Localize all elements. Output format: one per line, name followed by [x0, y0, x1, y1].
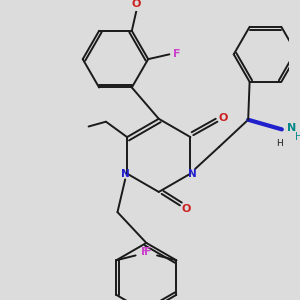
Text: N: N — [188, 169, 197, 178]
Text: F: F — [144, 247, 151, 256]
Text: N: N — [287, 123, 296, 134]
Text: N: N — [121, 169, 130, 178]
Text: F: F — [142, 247, 149, 256]
Text: H: H — [277, 139, 283, 148]
Text: H: H — [296, 132, 300, 142]
Text: O: O — [182, 204, 191, 214]
Text: O: O — [218, 113, 228, 123]
Text: O: O — [132, 0, 141, 9]
Text: F: F — [173, 49, 181, 59]
